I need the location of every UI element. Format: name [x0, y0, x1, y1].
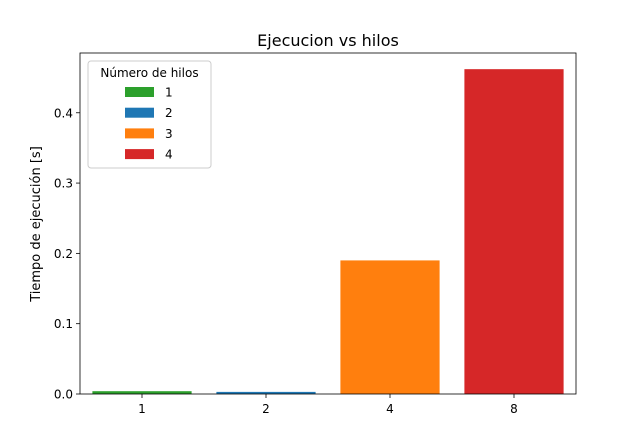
legend-title: Número de hilos	[100, 66, 198, 80]
legend-label-3: 3	[165, 127, 173, 141]
legend-label-4: 4	[165, 148, 173, 162]
legend-label-1: 1	[165, 86, 173, 100]
x-tick-label-2: 2	[262, 402, 270, 416]
x-tick-label-8: 8	[510, 402, 518, 416]
y-tick-label-0.3: 0.3	[54, 177, 73, 191]
bar-1	[92, 391, 192, 394]
x-tick-label-4: 4	[386, 402, 394, 416]
legend-swatch-3	[125, 128, 154, 139]
y-tick-label-0.1: 0.1	[54, 317, 73, 331]
legend-swatch-2	[125, 107, 154, 118]
legend: Número de hilos 1 2 3 4	[87, 60, 212, 169]
legend-swatch-1	[125, 87, 154, 97]
bar-4	[340, 260, 440, 394]
axes-layer: 1 2 4 8 0.0 0.1 0.2 0.3 0.4	[54, 52, 577, 416]
bar-2	[216, 391, 316, 394]
legend-swatch-4	[125, 149, 154, 160]
bar-8	[464, 69, 564, 395]
axes-frame	[79, 52, 577, 395]
y-axis-label: Tiempo de ejecución [s]	[29, 146, 44, 303]
chart-title: Ejecucion vs hilos	[257, 31, 399, 50]
y-tick-label-0.4: 0.4	[54, 106, 73, 120]
y-tick-label-0.0: 0.0	[54, 388, 73, 402]
bars-layer	[92, 69, 564, 395]
y-tick-label-0.2: 0.2	[54, 247, 73, 261]
legend-label-2: 2	[165, 106, 173, 120]
x-tick-label-1: 1	[138, 402, 146, 416]
